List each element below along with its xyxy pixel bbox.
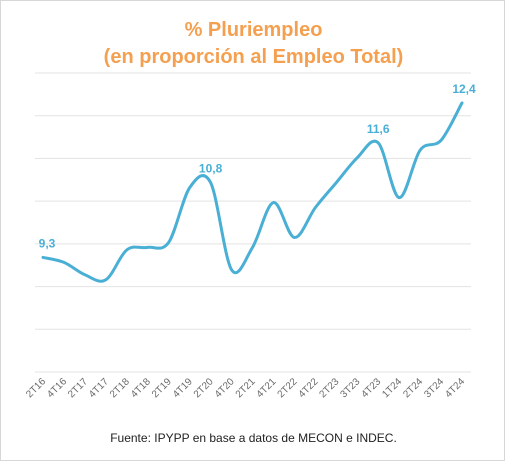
- x-tick-label: 2T20: [192, 376, 216, 400]
- data-label: 9,3: [39, 236, 56, 250]
- x-tick-label: 1T24: [380, 376, 404, 400]
- chart-title: % Pluriempleo: [184, 19, 323, 41]
- series-line: [41, 101, 464, 283]
- x-tick-label: 2T22: [276, 376, 300, 400]
- x-tick-label: 4T22: [297, 376, 321, 400]
- data-label: 11,6: [367, 122, 390, 136]
- x-tick-label: 4T20: [213, 376, 237, 400]
- x-tick-label: 4T17: [87, 376, 111, 400]
- x-tick-label: 2T17: [66, 376, 90, 400]
- x-tick-label: 2T19: [150, 376, 174, 400]
- x-tick-label: 4T18: [129, 376, 153, 400]
- x-tick-label: 3T24: [422, 376, 446, 400]
- data-label: 10,8: [199, 162, 223, 176]
- chart-source: Fuente: IPYPP en base a datos de MECON e…: [110, 431, 397, 445]
- chart-subtitle: (en proporción al Empleo Total): [103, 46, 404, 68]
- x-tick-label: 2T18: [108, 376, 132, 400]
- x-tick-label: 2T16: [24, 376, 48, 400]
- x-tick-label: 4T16: [45, 376, 69, 400]
- x-tick-label: 4T24: [443, 376, 467, 400]
- x-tick-label: 2T23: [318, 376, 342, 400]
- x-tick-label: 4T21: [255, 376, 279, 400]
- x-tick-label: 2T21: [234, 376, 258, 400]
- x-tick-label: 3T23: [339, 376, 363, 400]
- x-tick-label: 4T23: [359, 376, 383, 400]
- x-tick-label: 2T24: [401, 376, 425, 400]
- x-tick-label: 4T19: [171, 376, 195, 400]
- data-label: 12,4: [452, 82, 476, 96]
